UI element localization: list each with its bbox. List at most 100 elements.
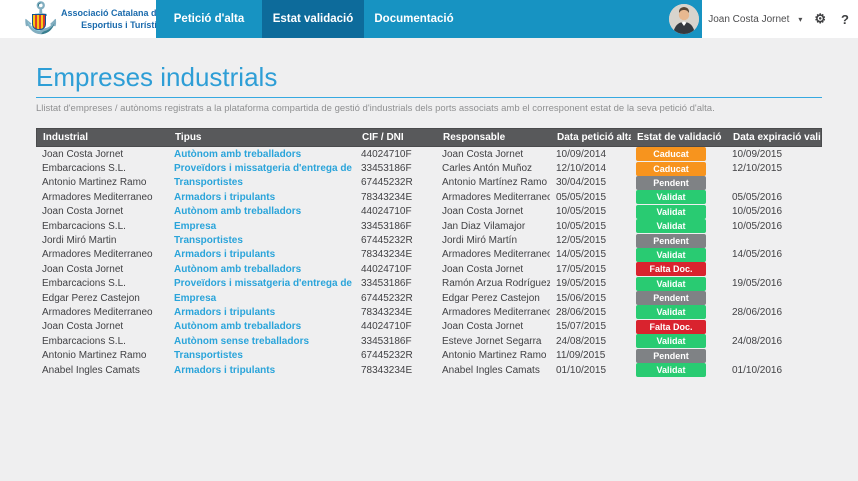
status-badge: Validat: [636, 334, 706, 349]
cell-tipus-link[interactable]: Armadors i tripulants: [174, 191, 276, 203]
cell-industrial: Antonio Martinez Ramo: [42, 177, 147, 189]
cell-cif: 44024710F: [361, 263, 412, 275]
cell-estat: Validat: [630, 204, 726, 219]
table-row: Armadores Mediterraneo Armadors i tripul…: [36, 305, 822, 320]
cell-tipus-link[interactable]: Transportistes: [174, 177, 243, 189]
cell-tipus-link[interactable]: Armadors i tripulants: [174, 364, 276, 376]
cell-tipus-link[interactable]: Armadors i tripulants: [174, 249, 276, 261]
column-header: Data petició alta: [557, 132, 631, 143]
cell-data-peticio: 05/05/2015: [556, 191, 607, 203]
cell-estat: Falta Doc.: [630, 262, 726, 277]
cell-data-peticio: 15/06/2015: [556, 292, 607, 304]
user-name[interactable]: Joan Costa Jornet: [708, 13, 790, 25]
table-row: Joan Costa Jornet Autònom amb treballado…: [36, 319, 822, 334]
table-row: Embarcacions S.L. Empresa 33453186F Jan …: [36, 219, 822, 234]
cell-cif: 33453186F: [361, 220, 412, 232]
column-header: Tipus: [175, 132, 202, 143]
cell-tipus-link[interactable]: Autònom amb treballadors: [174, 321, 302, 333]
cell-data-expiracio: 10/05/2016: [732, 220, 783, 232]
cell-tipus-link[interactable]: Empresa: [174, 220, 217, 232]
cell-industrial: Joan Costa Jornet: [42, 206, 124, 218]
status-badge: Caducat: [636, 161, 706, 176]
cell-cif: 78343234E: [361, 306, 413, 318]
column-header: Estat de validació: [637, 132, 722, 143]
help-icon[interactable]: ?: [841, 11, 849, 27]
cell-cif: 44024710F: [361, 321, 412, 333]
table-row: Embarcacions S.L. Proveïdors i missatger…: [36, 161, 822, 176]
cell-industrial: Embarcacions S.L.: [42, 335, 126, 347]
cell-data-expiracio: 14/05/2016: [732, 249, 783, 261]
cell-data-expiracio: 10/05/2016: [732, 206, 783, 218]
gear-icon[interactable]: ⚙: [814, 11, 827, 26]
cell-tipus-link[interactable]: Autònom amb treballadors: [174, 206, 302, 218]
cell-responsable: Antonio Martinez Ramo: [442, 350, 547, 362]
cell-data-peticio: 24/08/2015: [556, 335, 607, 347]
tab-documentaci-[interactable]: Documentació: [374, 13, 454, 25]
cell-tipus-link[interactable]: Autònom sense treballadors: [174, 335, 310, 347]
cell-estat: Validat: [630, 334, 726, 349]
cell-industrial: Anabel Ingles Camats: [42, 364, 140, 376]
cell-estat: Falta Doc.: [630, 319, 726, 334]
status-badge: Pendent: [636, 175, 706, 190]
cell-estat: Caducat: [630, 161, 726, 176]
tab-petici-d-alta[interactable]: Petició d'alta: [173, 13, 245, 25]
cell-responsable: Carles Antón Muñoz: [442, 163, 533, 175]
cell-cif: 67445232R: [361, 177, 413, 189]
cell-data-peticio: 12/10/2014: [556, 163, 607, 175]
chevron-down-icon[interactable]: ▾: [798, 14, 803, 24]
avatar[interactable]: [669, 4, 700, 34]
cell-industrial: Joan Costa Jornet: [42, 263, 124, 275]
cell-data-expiracio: 05/05/2016: [732, 191, 783, 203]
cell-responsable: Joan Costa Jornet: [442, 148, 524, 160]
status-badge: Validat: [636, 247, 706, 262]
status-badge: Validat: [636, 276, 706, 291]
cell-industrial: Joan Costa Jornet: [42, 321, 124, 333]
cell-data-expiracio: 10/09/2015: [732, 148, 783, 160]
cell-responsable: Jan Diaz Vilamajor: [442, 220, 526, 232]
cell-industrial: Armadores Mediterraneo: [42, 249, 153, 261]
page-subtitle: Llistat d'empreses / autònoms registrats…: [36, 103, 715, 114]
cell-responsable: Esteve Jornet Segarra: [442, 335, 542, 347]
table-row: Edgar Perez Castejon Empresa 67445232R E…: [36, 291, 822, 306]
status-badge: Validat: [636, 305, 706, 320]
cell-responsable: Joan Costa Jornet: [442, 321, 524, 333]
status-badge: Pendent: [636, 291, 706, 306]
cell-cif: 78343234E: [361, 364, 413, 376]
cell-cif: 44024710F: [361, 148, 412, 160]
cell-responsable: Anabel Ingles Camats: [442, 364, 540, 376]
cell-tipus-link[interactable]: Autònom amb treballadors: [174, 148, 302, 160]
status-badge: Validat: [636, 204, 706, 219]
cell-tipus-link[interactable]: Transportistes: [174, 235, 243, 247]
cell-responsable: Antonio Martínez Ramo: [442, 177, 548, 189]
table-row: Anabel Ingles Camats Armadors i tripulan…: [36, 363, 822, 378]
cell-industrial: Armadores Mediterraneo: [42, 306, 153, 318]
cell-tipus-link[interactable]: Proveïdors i missatgeria d'entrega de ma…: [174, 163, 355, 175]
cell-tipus-link[interactable]: Transportistes: [174, 350, 243, 362]
cell-data-expiracio: 24/08/2016: [732, 335, 783, 347]
table-row: Joan Costa Jornet Autònom amb treballado…: [36, 204, 822, 219]
brand-logo[interactable]: ⚓ Associació Catalana de Ports Esportius…: [22, 2, 187, 36]
cell-tipus-link[interactable]: Empresa: [174, 292, 217, 304]
cell-data-expiracio: 28/06/2016: [732, 306, 783, 318]
cell-tipus-link[interactable]: Autònom amb treballadors: [174, 263, 302, 275]
status-badge: Validat: [636, 219, 706, 234]
page-title: Empreses industrials: [36, 62, 278, 92]
cell-responsable: Armadores Mediterraneo: [442, 191, 550, 203]
table-row: Embarcacions S.L. Autònom sense treballa…: [36, 334, 822, 349]
cell-tipus-link[interactable]: Proveïdors i missatgeria d'entrega de ma…: [174, 278, 355, 290]
tab-estat-validaci-[interactable]: Estat validació: [262, 0, 364, 38]
cell-data-peticio: 10/09/2014: [556, 148, 607, 160]
cell-cif: 67445232R: [361, 292, 413, 304]
table-header-row: Industrial Tipus CIF / DNI Responsable Data …: [36, 128, 822, 147]
cell-estat: Validat: [630, 190, 726, 205]
cell-responsable: Joan Costa Jornet: [442, 206, 524, 218]
cell-data-peticio: 14/05/2015: [556, 249, 607, 261]
table-row: Embarcacions S.L. Proveïdors i missatger…: [36, 276, 822, 291]
cell-estat: Validat: [630, 276, 726, 291]
cell-cif: 33453186F: [361, 163, 412, 175]
cell-industrial: Antonio Martinez Ramo: [42, 350, 147, 362]
cell-tipus-link[interactable]: Armadors i tripulants: [174, 306, 276, 318]
cell-responsable: Ramón Arzua Rodríguez: [442, 278, 550, 290]
column-header: Industrial: [43, 132, 89, 143]
cell-industrial: Edgar Perez Castejon: [42, 292, 140, 304]
